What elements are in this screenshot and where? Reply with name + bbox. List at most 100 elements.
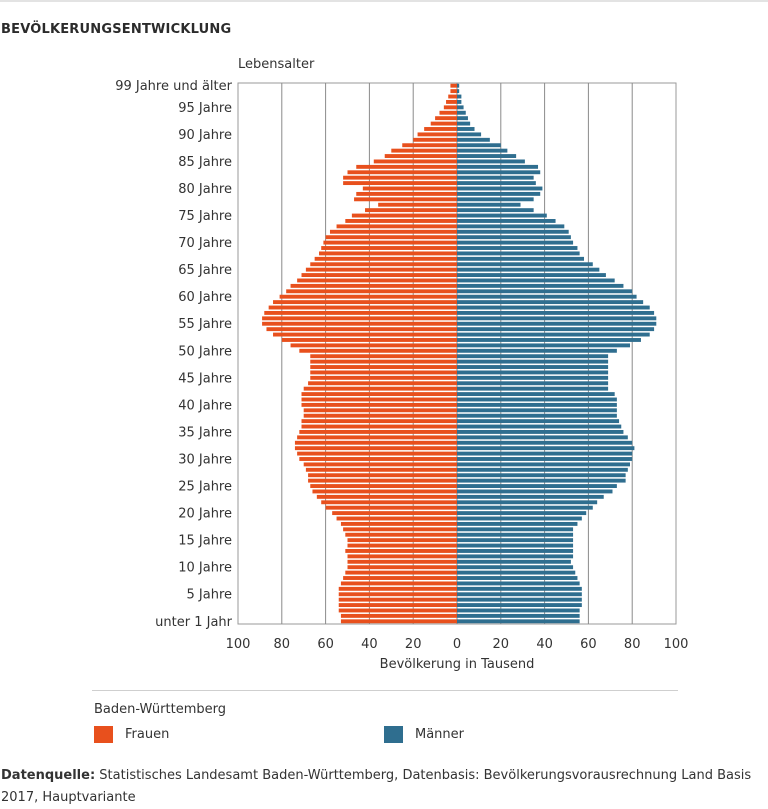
bar-maenner xyxy=(457,613,580,618)
bar-frauen xyxy=(321,500,457,505)
bar-frauen xyxy=(301,402,457,407)
y-tick-label: 55 Jahre xyxy=(178,317,232,332)
y-tick-label: 50 Jahre xyxy=(178,344,232,359)
bar-maenner xyxy=(457,505,593,510)
bar-maenner xyxy=(457,516,582,521)
bar-maenner xyxy=(457,262,593,267)
bar-frauen xyxy=(308,478,457,483)
bar-frauen xyxy=(321,246,457,250)
bar-frauen xyxy=(362,186,457,191)
bar-frauen xyxy=(310,370,457,375)
bar-maenner xyxy=(457,592,582,597)
bar-maenner xyxy=(457,597,582,602)
bar-maenner xyxy=(457,240,574,245)
bar-maenner xyxy=(457,110,466,115)
y-tick-label: 90 Jahre xyxy=(178,128,232,143)
data-source-note: Datenquelle: Statistisches Landesamt Bad… xyxy=(1,765,761,809)
bar-maenner xyxy=(457,338,641,342)
bar-maenner xyxy=(457,197,534,202)
y-tick-label: 20 Jahre xyxy=(178,507,232,522)
bar-frauen xyxy=(297,278,457,283)
bar-maenner xyxy=(457,386,609,391)
x-tick-label: 80 xyxy=(624,637,641,652)
bar-maenner xyxy=(457,186,543,191)
bar-frauen xyxy=(266,327,457,332)
bar-maenner xyxy=(457,489,613,494)
bar-frauen xyxy=(299,429,457,434)
source-label: Datenquelle: xyxy=(1,768,96,783)
x-axis-label: Bevölkerung in Tausend xyxy=(380,657,535,672)
bar-maenner xyxy=(457,224,565,229)
bar-maenner xyxy=(457,543,574,548)
bar-frauen xyxy=(305,467,457,472)
bar-frauen xyxy=(323,240,457,245)
bar-frauen xyxy=(354,197,457,202)
bar-frauen xyxy=(417,132,457,137)
bar-frauen xyxy=(301,392,457,397)
bar-frauen xyxy=(347,170,457,175)
bar-maenner xyxy=(457,457,633,461)
bar-maenner xyxy=(457,527,574,532)
bar-frauen xyxy=(336,516,457,521)
y-tick-label: 10 Jahre xyxy=(178,561,232,576)
bar-maenner xyxy=(457,348,617,353)
bar-maenner xyxy=(457,375,609,380)
bar-maenner xyxy=(457,511,587,516)
bar-frauen xyxy=(345,219,457,223)
bar-maenner xyxy=(457,332,650,337)
y-axis-label: Lebensalter xyxy=(238,57,315,72)
bar-frauen xyxy=(430,121,457,126)
bar-frauen xyxy=(347,565,457,570)
bar-frauen xyxy=(413,137,457,142)
bar-maenner xyxy=(457,246,578,250)
bar-frauen xyxy=(336,224,457,229)
bar-frauen xyxy=(347,538,457,543)
bar-maenner xyxy=(457,305,650,310)
y-tick-label: 5 Jahre xyxy=(187,588,233,603)
bar-frauen xyxy=(373,159,457,164)
legend-label-frauen: Frauen xyxy=(125,727,170,742)
y-tick-label: 85 Jahre xyxy=(178,155,232,170)
bar-frauen xyxy=(286,289,457,294)
x-tick-label: 40 xyxy=(361,637,378,652)
bar-frauen xyxy=(281,338,457,342)
bar-frauen xyxy=(340,581,457,586)
bar-maenner xyxy=(457,256,585,261)
bar-frauen xyxy=(450,83,457,88)
bar-maenner xyxy=(457,170,541,175)
y-tick-label: 45 Jahre xyxy=(178,371,232,386)
legend-swatch-frauen xyxy=(94,726,113,743)
bar-maenner xyxy=(457,105,464,110)
page-title: BEVÖLKERUNGSENTWICKLUNG xyxy=(1,22,232,37)
bar-maenner xyxy=(457,392,615,397)
bar-maenner xyxy=(457,289,633,294)
bar-maenner xyxy=(457,273,606,278)
bar-maenner xyxy=(457,278,615,283)
bar-maenner xyxy=(457,219,556,223)
bar-maenner xyxy=(457,83,460,88)
x-tick-label: 100 xyxy=(664,637,689,652)
y-tick-label: 15 Jahre xyxy=(178,534,232,549)
bars-layer xyxy=(262,83,657,624)
y-tick-label: unter 1 Jahr xyxy=(155,615,232,630)
bar-maenner xyxy=(457,619,580,624)
bar-frauen xyxy=(262,316,457,321)
bar-frauen xyxy=(297,435,457,440)
bar-maenner xyxy=(457,484,617,488)
bar-frauen xyxy=(343,527,457,532)
bar-maenner xyxy=(457,576,578,580)
bar-frauen xyxy=(301,424,457,429)
bar-maenner xyxy=(457,229,569,234)
top-divider xyxy=(0,0,768,2)
bar-maenner xyxy=(457,354,609,359)
bar-frauen xyxy=(356,191,457,196)
bar-frauen xyxy=(308,473,457,478)
y-tick-label: 65 Jahre xyxy=(178,263,232,278)
bar-frauen xyxy=(310,354,457,359)
bar-frauen xyxy=(279,294,457,299)
bar-frauen xyxy=(345,570,457,575)
bar-maenner xyxy=(457,148,508,153)
bar-maenner xyxy=(457,294,637,299)
bar-maenner xyxy=(457,451,633,456)
bar-maenner xyxy=(457,549,574,553)
